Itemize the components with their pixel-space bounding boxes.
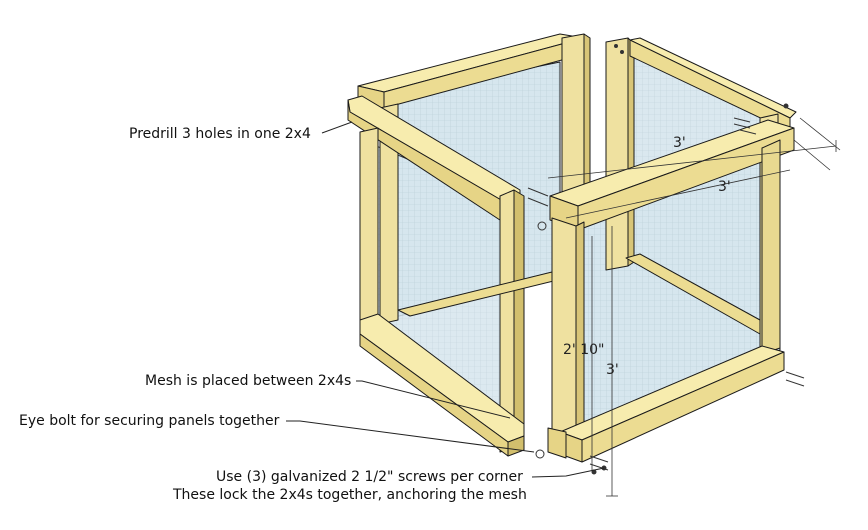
predrill-note: Predrill 3 holes in one 2x4 [129, 126, 311, 142]
right-back-bottom-rail [625, 253, 761, 335]
eyebolt-note: Eye bolt for securing panels together [19, 413, 280, 429]
left-panel [347, 33, 591, 457]
screws-note-line1: Use (3) galvanized 2 1/2" screws per cor… [216, 469, 523, 485]
panel-height-dimension: 2' 10" [563, 342, 605, 358]
back-left-post [379, 103, 399, 325]
hardware [527, 44, 805, 475]
left-corner-post [359, 127, 379, 335]
total-height-dimension: 3' [606, 362, 619, 378]
back-width-dimension: 3' [673, 135, 686, 151]
eyebolt-leader [286, 420, 535, 453]
front-corner-post [551, 217, 577, 447]
screws-note-line2: These lock the 2x4s together, anchoring … [173, 487, 527, 503]
right-panel [547, 37, 797, 463]
screw-icon [783, 103, 789, 109]
right-back-post [605, 37, 629, 271]
screw-icon [614, 44, 618, 48]
eye-bolt-icon [535, 449, 545, 459]
front-width-dimension: 3' [718, 179, 731, 195]
front-right-post [761, 139, 781, 355]
dimension-lines [547, 117, 841, 497]
eye-bolt-icon [537, 221, 547, 231]
callout-lines [286, 121, 605, 478]
mesh-note: Mesh is placed between 2x4s [145, 373, 352, 389]
mesh-leader [356, 380, 511, 419]
screw-icon [620, 50, 624, 54]
predrill-leader [321, 121, 353, 134]
screws-leader [531, 467, 605, 478]
